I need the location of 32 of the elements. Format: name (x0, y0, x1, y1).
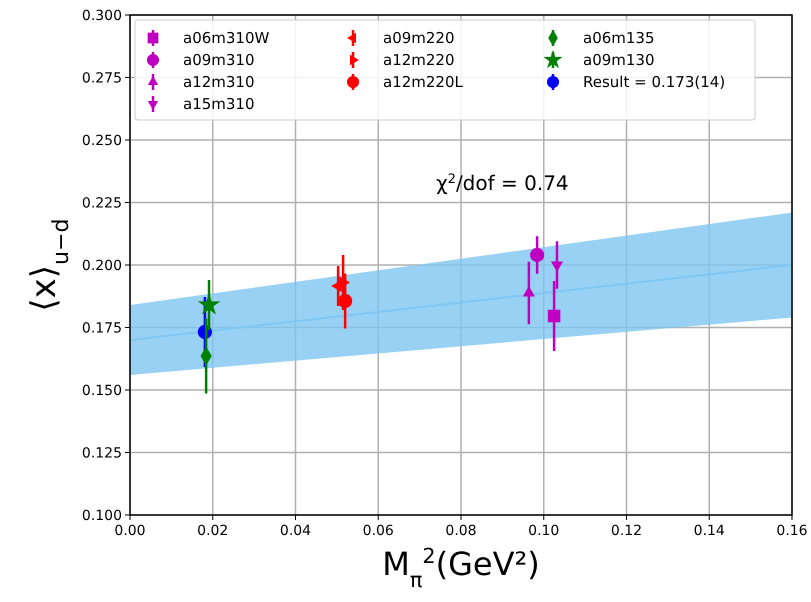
legend-label: a09m130 (583, 51, 655, 69)
y-tick-label: 0.125 (82, 446, 122, 462)
y-tick-label: 0.275 (82, 70, 122, 86)
legend-label: a06m310W (183, 29, 270, 47)
y-tick-label: 0.150 (82, 383, 122, 399)
legend-label: a09m220 (383, 29, 455, 47)
legend-label: Result = 0.173(14) (583, 73, 726, 91)
x-tick-label: 0.04 (280, 523, 312, 539)
legend-label: a12m220 (383, 51, 455, 69)
x-axis-title: M$_{π}$$^{2}$(GeV²) (382, 544, 540, 592)
x-tick-label: 0.00 (114, 523, 146, 539)
y-tick-label: 0.100 (82, 508, 122, 524)
y-tick-label: 0.175 (82, 320, 122, 336)
x-tick-label: 0.10 (528, 523, 560, 539)
legend-label: a12m310 (183, 73, 255, 91)
y-tick-label: 0.200 (82, 258, 122, 274)
point (548, 310, 560, 322)
legend-label: a09m310 (183, 51, 255, 69)
x-tick-label: 0.08 (445, 523, 477, 539)
annotation: χ$^{2}$/dof = 0.74 (436, 171, 569, 195)
y-tick-label: 0.300 (82, 8, 122, 24)
x-tick-label: 0.12 (610, 523, 642, 539)
legend-label: a06m135 (583, 29, 655, 47)
x-tick-label: 0.16 (776, 523, 808, 539)
y-tick-label: 0.250 (82, 133, 122, 149)
legend-label: a12m220L (383, 73, 464, 91)
y-tick-label: 0.225 (82, 196, 122, 212)
legend-label: a15m310 (183, 95, 255, 113)
x-tick-label: 0.02 (197, 523, 228, 539)
point (530, 248, 544, 262)
x-tick-label: 0.14 (694, 523, 725, 539)
x-tick-label: 0.06 (362, 523, 394, 539)
